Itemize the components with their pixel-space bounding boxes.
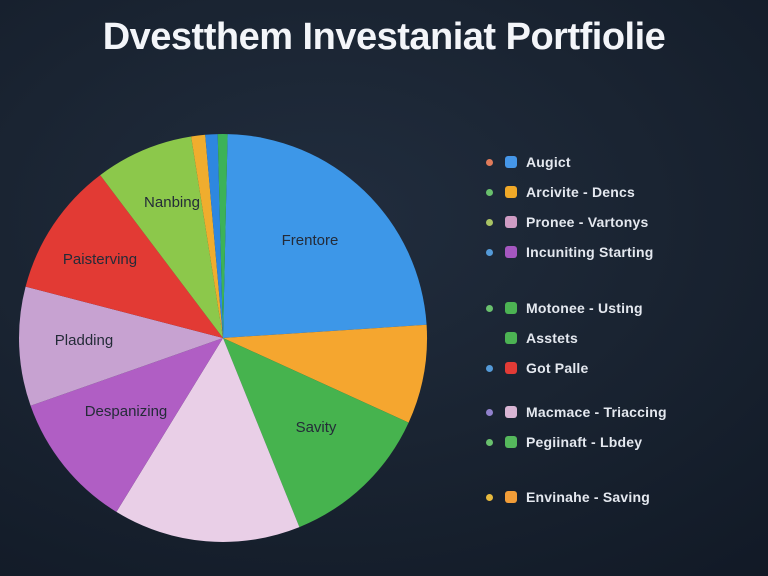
pie-slice-paisterving xyxy=(25,175,223,338)
legend-item: Asstets xyxy=(486,323,756,353)
pie-slice-label: Paisterving xyxy=(63,251,137,268)
legend-color-swatch xyxy=(505,436,517,448)
legend-bullet-dot xyxy=(486,188,493,196)
legend-bullet-dot xyxy=(486,438,493,446)
pie-slice-unlabeled-9 xyxy=(205,134,223,338)
legend-item: Pegiinaft - Lbdey xyxy=(486,427,756,457)
pie-slice-savity xyxy=(223,338,409,528)
legend-color-swatch xyxy=(505,156,517,168)
legend-item: Incuniting Starting xyxy=(486,237,756,267)
legend-label: Got Palle xyxy=(526,360,589,376)
pie-slice-label: Despanizing xyxy=(85,403,168,420)
legend-item: Macmace - Triaccing xyxy=(486,397,756,427)
legend-bullet-dot xyxy=(486,364,493,372)
legend: Augict Arcivite - Dencs Pronee - Vartonys I… xyxy=(486,147,756,512)
pie-slice-unlabeled-1 xyxy=(223,324,428,423)
legend-label: Arcivite - Dencs xyxy=(526,184,636,200)
legend-item: Motonee - Usting xyxy=(486,293,756,323)
legend-color-swatch xyxy=(505,406,517,418)
legend-color-swatch xyxy=(505,246,517,258)
legend-label: Macmace - Triaccing xyxy=(526,404,667,420)
legend-bullet-dot xyxy=(486,158,493,166)
chart-title: Dvestthem Investaniat Portfiolie xyxy=(102,16,666,58)
legend-label: Incuniting Starting xyxy=(526,244,654,260)
pie-slice-despanizing xyxy=(30,338,223,512)
legend-bullet-dot xyxy=(486,248,493,256)
legend-color-swatch xyxy=(505,186,517,198)
legend-label: Pegiinaft - Lbdey xyxy=(526,434,643,450)
pie-slice-label: Savity xyxy=(296,419,337,436)
pie-slice-unlabeled-10 xyxy=(217,134,228,338)
legend-color-swatch xyxy=(505,216,517,228)
legend-label: Envinahe - Saving xyxy=(526,489,650,505)
pie-slice-nanbing xyxy=(100,136,223,338)
legend-bullet-dot xyxy=(486,493,493,501)
legend-bullet-dot xyxy=(486,304,493,312)
legend-color-swatch xyxy=(505,362,517,374)
pie-slice-pladding xyxy=(19,286,224,406)
legend-label: Augict xyxy=(526,154,571,170)
legend-bullet-dot xyxy=(486,408,493,416)
pie-slice-unlabeled-8 xyxy=(191,134,223,338)
legend-item: Envinahe - Saving xyxy=(486,482,756,512)
legend-item: Augict xyxy=(486,147,756,177)
pie-slice-unlabeled-3 xyxy=(116,338,300,542)
legend-label: Motonee - Usting xyxy=(526,300,643,316)
legend-label: Asstets xyxy=(526,330,578,346)
pie-slice-label: Pladding xyxy=(55,332,113,349)
legend-label: Pronee - Vartonys xyxy=(526,214,649,230)
pie-slice-label: Nanbing xyxy=(144,194,200,211)
legend-color-swatch xyxy=(505,491,517,503)
legend-item: Got Palle xyxy=(486,353,756,383)
legend-color-swatch xyxy=(505,332,517,344)
legend-bullet-dot xyxy=(486,218,493,226)
pie-slice-frentore xyxy=(223,134,427,338)
pie-slice-label: Frentore xyxy=(282,232,339,249)
legend-item: Pronee - Vartonys xyxy=(486,207,756,237)
legend-item: Arcivite - Dencs xyxy=(486,177,756,207)
legend-color-swatch xyxy=(505,302,517,314)
